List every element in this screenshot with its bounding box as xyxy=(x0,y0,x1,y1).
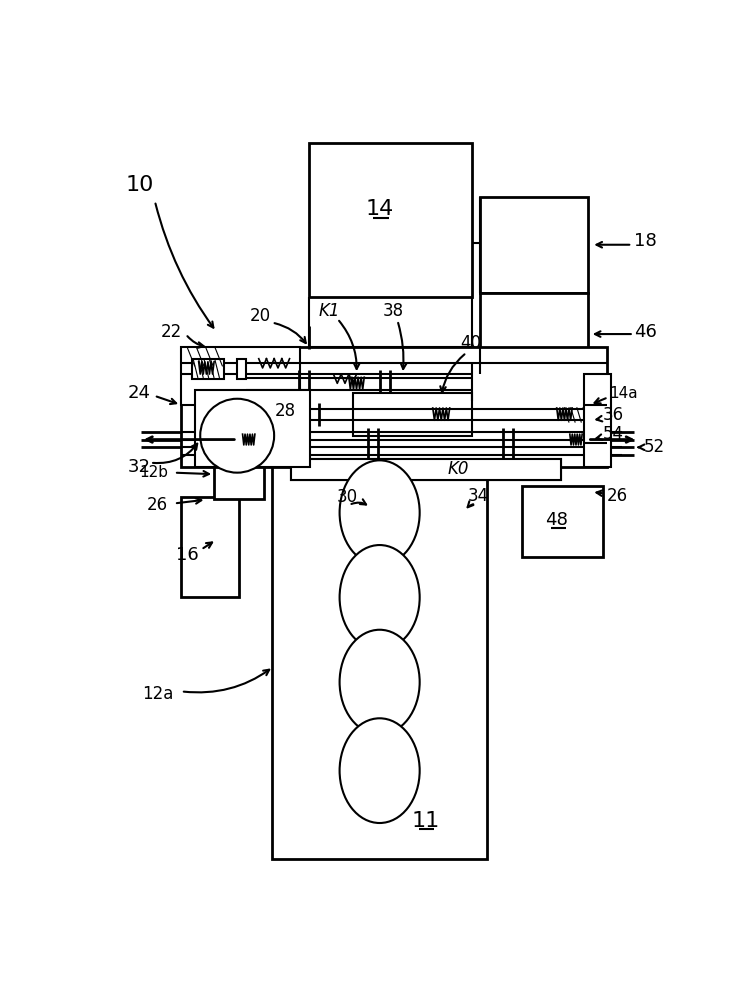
Bar xyxy=(480,293,588,374)
Text: 26: 26 xyxy=(147,496,168,514)
Text: 36: 36 xyxy=(603,406,624,424)
Text: 32: 32 xyxy=(128,458,151,476)
Text: 12a: 12a xyxy=(142,685,173,703)
Ellipse shape xyxy=(340,630,420,734)
Text: 14a: 14a xyxy=(609,386,637,401)
Bar xyxy=(309,143,472,297)
Text: 12b: 12b xyxy=(139,465,168,480)
Bar xyxy=(214,466,264,499)
Text: 54: 54 xyxy=(603,425,624,443)
Text: K0: K0 xyxy=(447,460,469,478)
Text: 20: 20 xyxy=(250,307,271,325)
Text: 26: 26 xyxy=(607,487,628,505)
Ellipse shape xyxy=(340,545,420,650)
Ellipse shape xyxy=(340,460,420,565)
Bar xyxy=(353,393,472,436)
Bar xyxy=(291,459,560,480)
Text: 46: 46 xyxy=(634,323,657,341)
Text: 30: 30 xyxy=(337,488,358,506)
Bar xyxy=(272,463,487,859)
Bar xyxy=(195,389,311,466)
Text: 16: 16 xyxy=(176,546,198,564)
Bar xyxy=(584,374,611,466)
Ellipse shape xyxy=(340,718,420,823)
Text: 14: 14 xyxy=(366,199,394,219)
Bar xyxy=(291,459,560,480)
Text: K1: K1 xyxy=(319,302,340,320)
Text: 40: 40 xyxy=(460,334,481,352)
Bar xyxy=(181,347,300,405)
Text: 22: 22 xyxy=(161,323,182,341)
Bar xyxy=(181,497,239,597)
Bar xyxy=(480,197,588,293)
Bar xyxy=(192,359,224,379)
Circle shape xyxy=(200,399,274,473)
Bar xyxy=(181,347,607,466)
Text: 52: 52 xyxy=(643,438,665,456)
Text: 34: 34 xyxy=(467,487,489,505)
Text: 38: 38 xyxy=(383,302,404,320)
Text: 18: 18 xyxy=(634,232,657,250)
Text: 48: 48 xyxy=(545,511,568,529)
Text: 10: 10 xyxy=(126,175,154,195)
Bar xyxy=(237,359,247,379)
Text: 24: 24 xyxy=(128,384,151,402)
Text: 11: 11 xyxy=(412,811,440,831)
Text: 28: 28 xyxy=(275,402,296,420)
Bar xyxy=(522,486,603,557)
